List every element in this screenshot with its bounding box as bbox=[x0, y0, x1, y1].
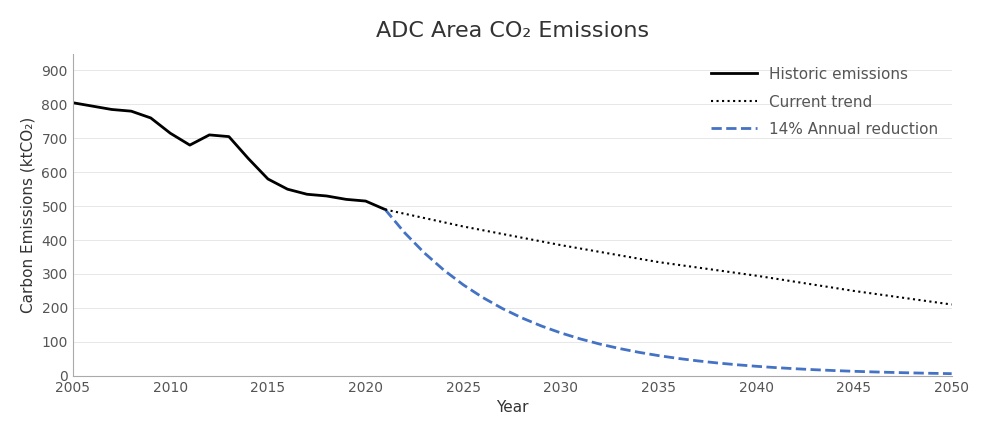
14% Annual reduction bbox=[457, 282, 469, 287]
Title: ADC Area CO₂ Emissions: ADC Area CO₂ Emissions bbox=[375, 21, 648, 41]
Historic emissions bbox=[281, 187, 293, 192]
14% Annual reduction bbox=[634, 350, 645, 355]
14% Annual reduction bbox=[945, 371, 957, 376]
14% Annual reduction bbox=[750, 364, 762, 369]
14% Annual reduction bbox=[555, 330, 567, 336]
Historic emissions bbox=[341, 197, 352, 202]
14% Annual reduction bbox=[692, 358, 704, 364]
Historic emissions bbox=[321, 193, 333, 198]
14% Annual reduction bbox=[927, 371, 939, 376]
Historic emissions bbox=[106, 107, 118, 112]
14% Annual reduction bbox=[672, 356, 684, 361]
Historic emissions bbox=[223, 134, 235, 139]
14% Annual reduction bbox=[379, 207, 391, 212]
Legend: Historic emissions, Current trend, 14% Annual reduction: Historic emissions, Current trend, 14% A… bbox=[705, 61, 944, 143]
14% Annual reduction bbox=[789, 366, 801, 371]
Historic emissions bbox=[184, 143, 196, 148]
14% Annual reduction bbox=[536, 324, 547, 329]
Historic emissions bbox=[66, 100, 78, 106]
14% Annual reduction bbox=[907, 370, 919, 375]
Historic emissions bbox=[145, 116, 156, 121]
Current trend bbox=[379, 207, 391, 212]
Historic emissions bbox=[203, 132, 215, 137]
14% Annual reduction bbox=[614, 346, 626, 351]
14% Annual reduction bbox=[594, 341, 606, 347]
14% Annual reduction bbox=[399, 230, 411, 235]
Historic emissions bbox=[379, 207, 391, 212]
14% Annual reduction bbox=[516, 315, 528, 320]
14% Annual reduction bbox=[770, 365, 782, 370]
Line: Current trend: Current trend bbox=[385, 210, 951, 304]
Current trend bbox=[848, 288, 860, 293]
Current trend bbox=[945, 302, 957, 307]
Historic emissions bbox=[126, 109, 138, 114]
Line: 14% Annual reduction: 14% Annual reduction bbox=[385, 210, 951, 374]
Historic emissions bbox=[262, 177, 274, 182]
14% Annual reduction bbox=[477, 295, 489, 300]
Line: Historic emissions: Historic emissions bbox=[72, 103, 385, 210]
Historic emissions bbox=[301, 192, 313, 197]
14% Annual reduction bbox=[867, 369, 879, 375]
14% Annual reduction bbox=[848, 369, 860, 374]
Historic emissions bbox=[86, 103, 98, 109]
14% Annual reduction bbox=[652, 353, 664, 358]
14% Annual reduction bbox=[438, 267, 449, 272]
Current trend bbox=[555, 242, 567, 248]
14% Annual reduction bbox=[712, 360, 724, 365]
Current trend bbox=[652, 259, 664, 265]
14% Annual reduction bbox=[574, 336, 586, 341]
14% Annual reduction bbox=[829, 368, 841, 373]
14% Annual reduction bbox=[731, 362, 742, 368]
14% Annual reduction bbox=[809, 367, 821, 372]
14% Annual reduction bbox=[419, 250, 431, 255]
14% Annual reduction bbox=[887, 370, 899, 375]
Y-axis label: Carbon Emissions (ktCO₂): Carbon Emissions (ktCO₂) bbox=[21, 116, 36, 313]
Historic emissions bbox=[164, 131, 176, 136]
Historic emissions bbox=[243, 156, 254, 161]
Current trend bbox=[457, 224, 469, 229]
Historic emissions bbox=[359, 198, 371, 204]
X-axis label: Year: Year bbox=[496, 400, 529, 415]
14% Annual reduction bbox=[496, 306, 508, 311]
Current trend bbox=[750, 273, 762, 278]
